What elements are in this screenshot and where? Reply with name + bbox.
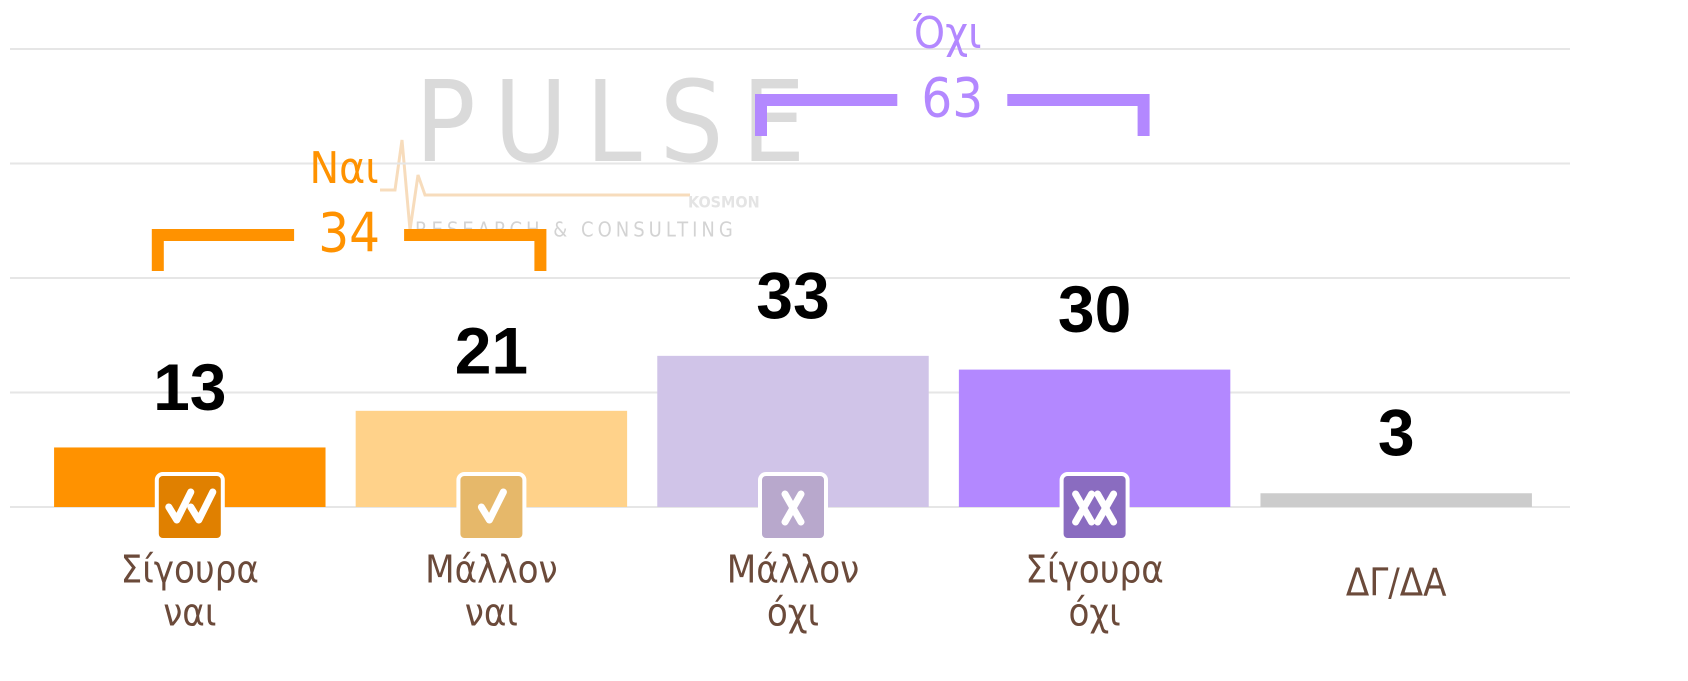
- x-tick-label: Σίγουρα: [1025, 548, 1163, 592]
- watermark-title: PULSE: [415, 58, 823, 188]
- value-label: 3: [1378, 396, 1415, 470]
- bracket: [404, 229, 547, 271]
- value-label: 33: [756, 258, 829, 332]
- x-tick-label: όχι: [767, 591, 819, 635]
- value-label: 13: [153, 350, 226, 424]
- watermark-mark: KOSMON: [688, 193, 760, 212]
- icon: [154, 472, 225, 542]
- icon-cross: [781, 490, 805, 526]
- annotation-value: 34: [318, 202, 380, 265]
- icon: [758, 472, 828, 542]
- icon-cross: [1094, 490, 1118, 526]
- icon: [456, 472, 527, 542]
- icon: [1059, 472, 1130, 542]
- icon-box: [1059, 472, 1130, 542]
- x-tick-label: ναι: [163, 591, 216, 635]
- x-tick-label: Μάλλον: [727, 548, 860, 592]
- x-tick-label: ΔΓ/ΔΑ: [1346, 561, 1447, 605]
- value-label: 21: [455, 313, 528, 387]
- x-tick-label: ναι: [465, 591, 518, 635]
- bracket: [755, 94, 898, 136]
- annotation-label: Ναι: [310, 143, 379, 194]
- icon-box: [456, 472, 527, 542]
- icon-check: [187, 488, 217, 524]
- x-tick-label: Μάλλον: [425, 548, 558, 592]
- annotation-label: Όχι: [912, 8, 981, 59]
- icon-cross: [1072, 490, 1096, 526]
- bracket: [1007, 94, 1150, 136]
- bracket: [151, 229, 295, 271]
- x-tick-label: όχι: [1068, 591, 1120, 635]
- icon-check: [165, 488, 195, 524]
- bar: [1260, 493, 1532, 507]
- icon-check: [477, 488, 507, 524]
- value-label: 30: [1058, 272, 1131, 346]
- annotation-value: 63: [921, 67, 983, 130]
- x-tick-label: Σίγουρα: [121, 548, 259, 592]
- watermark: PULSE KOSMON RESEARCH & CONSULTING: [380, 58, 823, 242]
